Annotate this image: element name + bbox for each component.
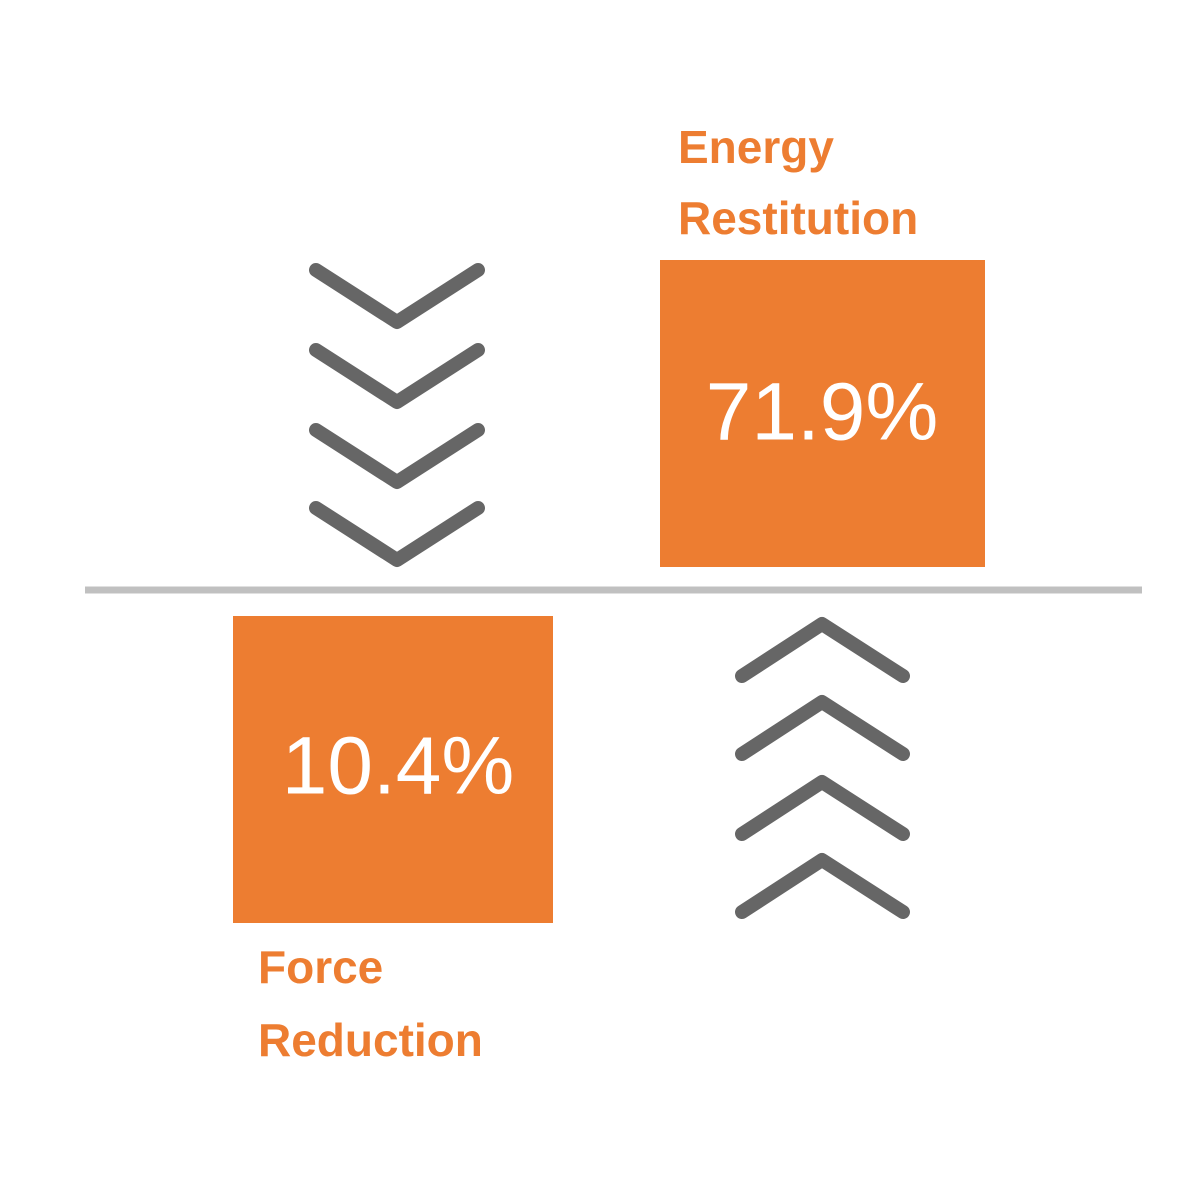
down-chevrons xyxy=(309,263,485,567)
force-box xyxy=(233,616,553,923)
force-value: 10.4% xyxy=(282,721,515,812)
force-label: Reduction xyxy=(258,1014,483,1066)
chevron xyxy=(735,775,910,841)
energy-value: 71.9% xyxy=(706,367,939,458)
chevron xyxy=(735,695,910,761)
chevron xyxy=(735,617,910,683)
chevron xyxy=(309,423,485,489)
energy-box xyxy=(660,260,985,567)
chevron xyxy=(309,263,485,329)
force-label: Force xyxy=(258,941,383,993)
chevron xyxy=(309,343,485,409)
up-chevrons xyxy=(735,617,910,919)
chevron xyxy=(309,501,485,567)
energy-label: Restitution xyxy=(678,192,918,244)
chevron xyxy=(735,853,910,919)
energy-label: Energy xyxy=(678,121,834,173)
